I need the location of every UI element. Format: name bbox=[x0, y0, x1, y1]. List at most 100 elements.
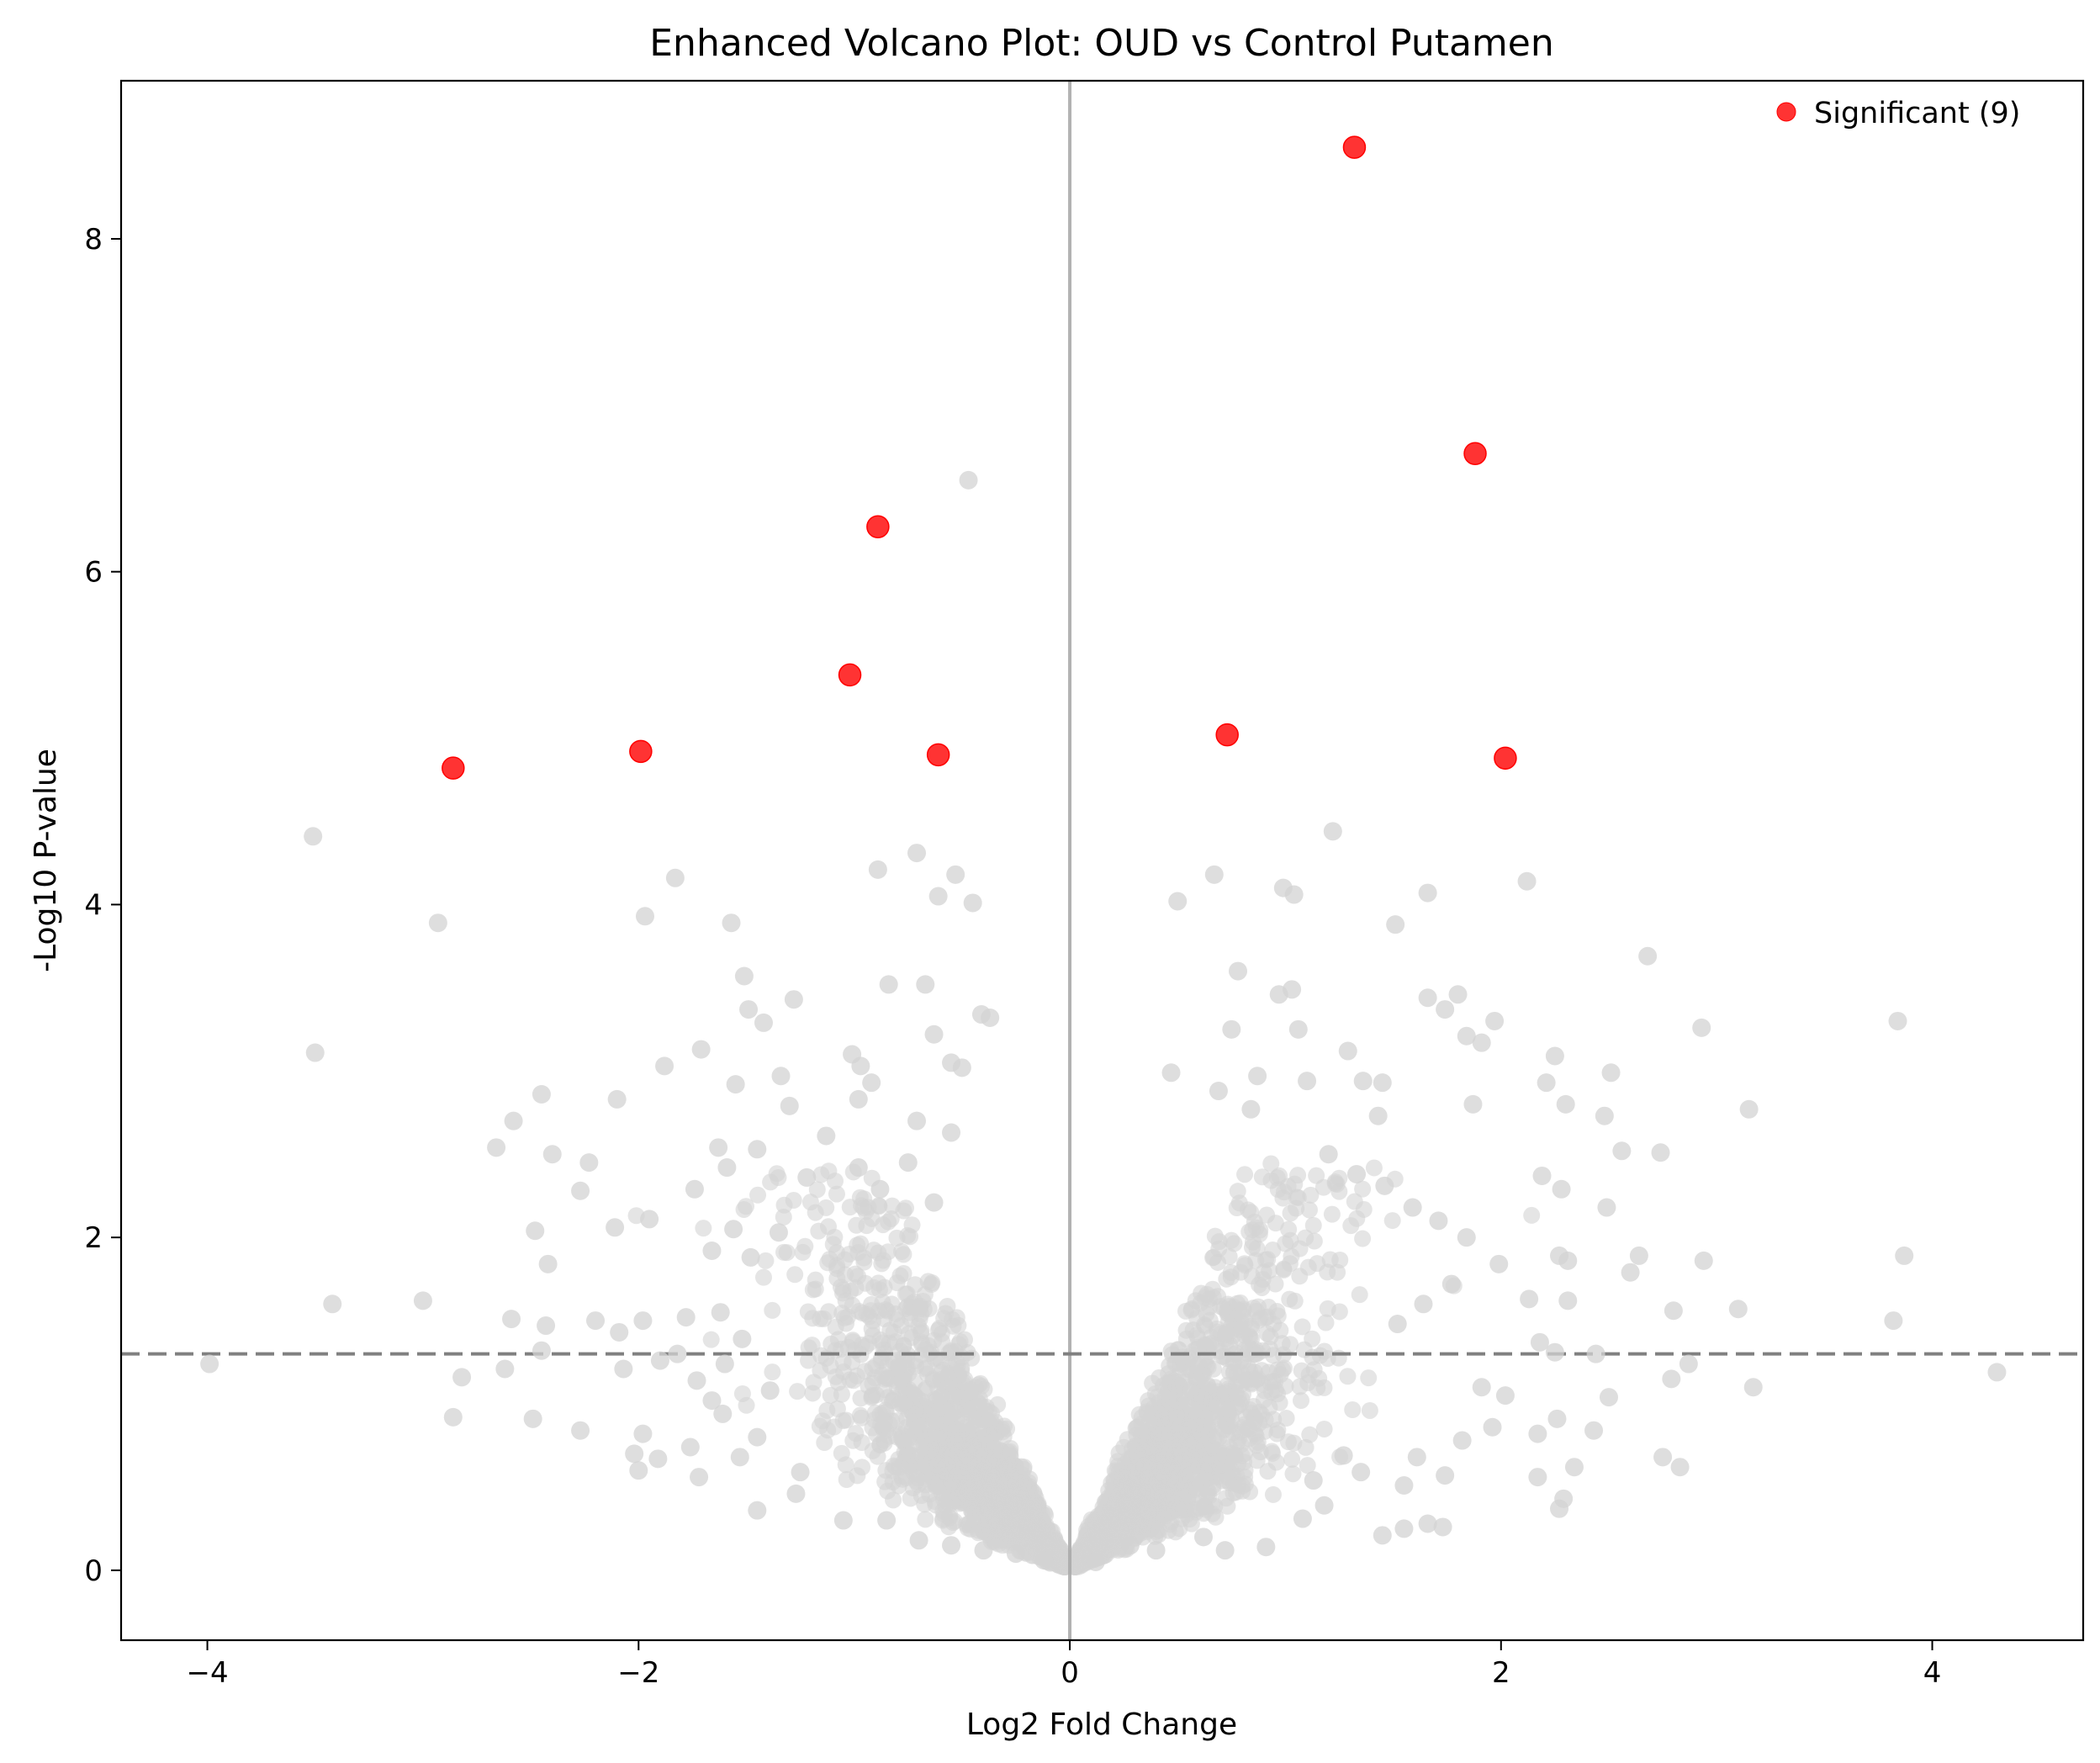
nonsignificant-point bbox=[1653, 1448, 1673, 1467]
nonsignificant-point bbox=[726, 1075, 745, 1094]
cloud-point bbox=[1166, 1473, 1183, 1490]
cloud-point bbox=[1304, 1216, 1322, 1234]
cloud-point bbox=[934, 1502, 952, 1520]
cloud-point bbox=[789, 1383, 807, 1400]
cloud-point bbox=[934, 1333, 951, 1351]
cloud-point bbox=[937, 1305, 955, 1322]
y-tick-label: 0 bbox=[84, 1554, 103, 1588]
nonsignificant-point bbox=[1323, 822, 1342, 841]
nonsignificant-point bbox=[715, 1354, 734, 1374]
cloud-point bbox=[994, 1504, 1012, 1522]
cloud-point bbox=[1221, 1337, 1239, 1354]
nonsignificant-point bbox=[1651, 1143, 1670, 1162]
cloud-point bbox=[1277, 1410, 1295, 1427]
nonsignificant-point bbox=[1161, 1063, 1181, 1083]
cloud-point bbox=[811, 1417, 828, 1435]
nonsignificant-point bbox=[1403, 1198, 1422, 1217]
nonsignificant-point bbox=[1888, 1011, 1907, 1030]
cloud-point bbox=[976, 1442, 994, 1459]
nonsignificant-point bbox=[413, 1291, 432, 1310]
cloud-point bbox=[1054, 1557, 1071, 1575]
cloud-point bbox=[757, 1252, 775, 1269]
cloud-point bbox=[1291, 1378, 1309, 1395]
cloud-point bbox=[890, 1360, 907, 1378]
cloud-point bbox=[1304, 1330, 1321, 1347]
nonsignificant-point bbox=[304, 827, 323, 846]
legend-marker-significant bbox=[1776, 102, 1796, 122]
cloud-point bbox=[1317, 1314, 1335, 1332]
nonsignificant-point bbox=[1483, 1417, 1502, 1437]
nonsignificant-point bbox=[1304, 1471, 1323, 1490]
cloud-point bbox=[1269, 1181, 1287, 1199]
cloud-point bbox=[1277, 1235, 1294, 1252]
chart-title: Enhanced Volcano Plot: OUD vs Control Pu… bbox=[649, 22, 1554, 65]
cloud-point bbox=[864, 1312, 881, 1330]
cloud-point bbox=[815, 1310, 833, 1327]
cloud-point bbox=[925, 1402, 943, 1420]
cloud-point bbox=[807, 1280, 824, 1298]
cloud-point bbox=[923, 1276, 940, 1294]
nonsignificant-point bbox=[1532, 1166, 1552, 1185]
cloud-point bbox=[1254, 1271, 1272, 1289]
cloud-point bbox=[849, 1268, 867, 1285]
nonsignificant-point bbox=[1418, 1514, 1437, 1533]
cloud-point bbox=[1109, 1453, 1127, 1470]
nonsignificant-point bbox=[959, 470, 978, 490]
y-axis-label: -Log10 P-value bbox=[29, 749, 63, 972]
cloud-point bbox=[1321, 1251, 1339, 1268]
nonsignificant-point bbox=[502, 1310, 521, 1329]
nonsignificant-point bbox=[1418, 988, 1437, 1008]
nonsignificant-point bbox=[571, 1421, 590, 1440]
nonsignificant-point bbox=[610, 1322, 629, 1342]
nonsignificant-point bbox=[1256, 1538, 1276, 1557]
nonsignificant-point bbox=[1388, 1315, 1407, 1334]
nonsignificant-point bbox=[586, 1311, 606, 1331]
nonsignificant-point bbox=[1373, 1073, 1392, 1093]
cloud-point bbox=[1319, 1300, 1336, 1317]
nonsignificant-point bbox=[532, 1341, 551, 1360]
cloud-point bbox=[891, 1267, 909, 1284]
nonsignificant-point bbox=[1436, 1000, 1455, 1019]
cloud-point bbox=[828, 1260, 846, 1278]
cloud-point bbox=[941, 1470, 959, 1488]
nonsignificant-point bbox=[1694, 1251, 1713, 1270]
cloud-point bbox=[907, 1276, 924, 1294]
significant-point bbox=[1463, 442, 1487, 465]
nonsignificant-point bbox=[323, 1294, 342, 1314]
cloud-point bbox=[1248, 1240, 1266, 1257]
cloud-point bbox=[1299, 1457, 1316, 1474]
nonsignificant-point bbox=[1319, 1145, 1338, 1164]
cloud-point bbox=[1218, 1323, 1235, 1341]
cloud-point bbox=[768, 1165, 786, 1183]
cloud-point bbox=[1241, 1483, 1259, 1501]
cloud-point bbox=[1361, 1401, 1378, 1419]
cloud-point bbox=[1080, 1538, 1098, 1555]
cloud-point bbox=[1225, 1235, 1243, 1252]
nonsignificant-point bbox=[633, 1424, 653, 1443]
nonsignificant-point bbox=[452, 1368, 472, 1387]
cloud-point bbox=[733, 1384, 751, 1402]
cloud-point bbox=[841, 1371, 859, 1389]
cloud-point bbox=[1127, 1469, 1145, 1487]
cloud-point bbox=[1275, 1261, 1293, 1279]
nonsignificant-point bbox=[1472, 1033, 1491, 1052]
nonsignificant-point bbox=[771, 1067, 791, 1086]
x-axis-label: Log2 Fold Change bbox=[966, 1707, 1237, 1742]
nonsignificant-point bbox=[1168, 892, 1188, 911]
cloud-point bbox=[1212, 1385, 1230, 1403]
cloud-point bbox=[819, 1218, 837, 1236]
cloud-point bbox=[1232, 1364, 1250, 1382]
cloud-point bbox=[1140, 1490, 1158, 1508]
cloud-point bbox=[855, 1249, 873, 1267]
y-axis: 0 2 4 6 8 bbox=[84, 223, 121, 1588]
nonsignificant-point bbox=[713, 1404, 733, 1423]
cloud-point bbox=[1219, 1497, 1236, 1515]
cloud-point bbox=[1269, 1307, 1287, 1325]
plot-area bbox=[119, 79, 2085, 1642]
cloud-point bbox=[949, 1429, 967, 1447]
significant-points bbox=[442, 135, 1517, 780]
cloud-point bbox=[749, 1186, 767, 1204]
cloud-point bbox=[1251, 1309, 1269, 1326]
cloud-point bbox=[1355, 1200, 1373, 1218]
nonsignificant-point bbox=[1692, 1018, 1711, 1037]
